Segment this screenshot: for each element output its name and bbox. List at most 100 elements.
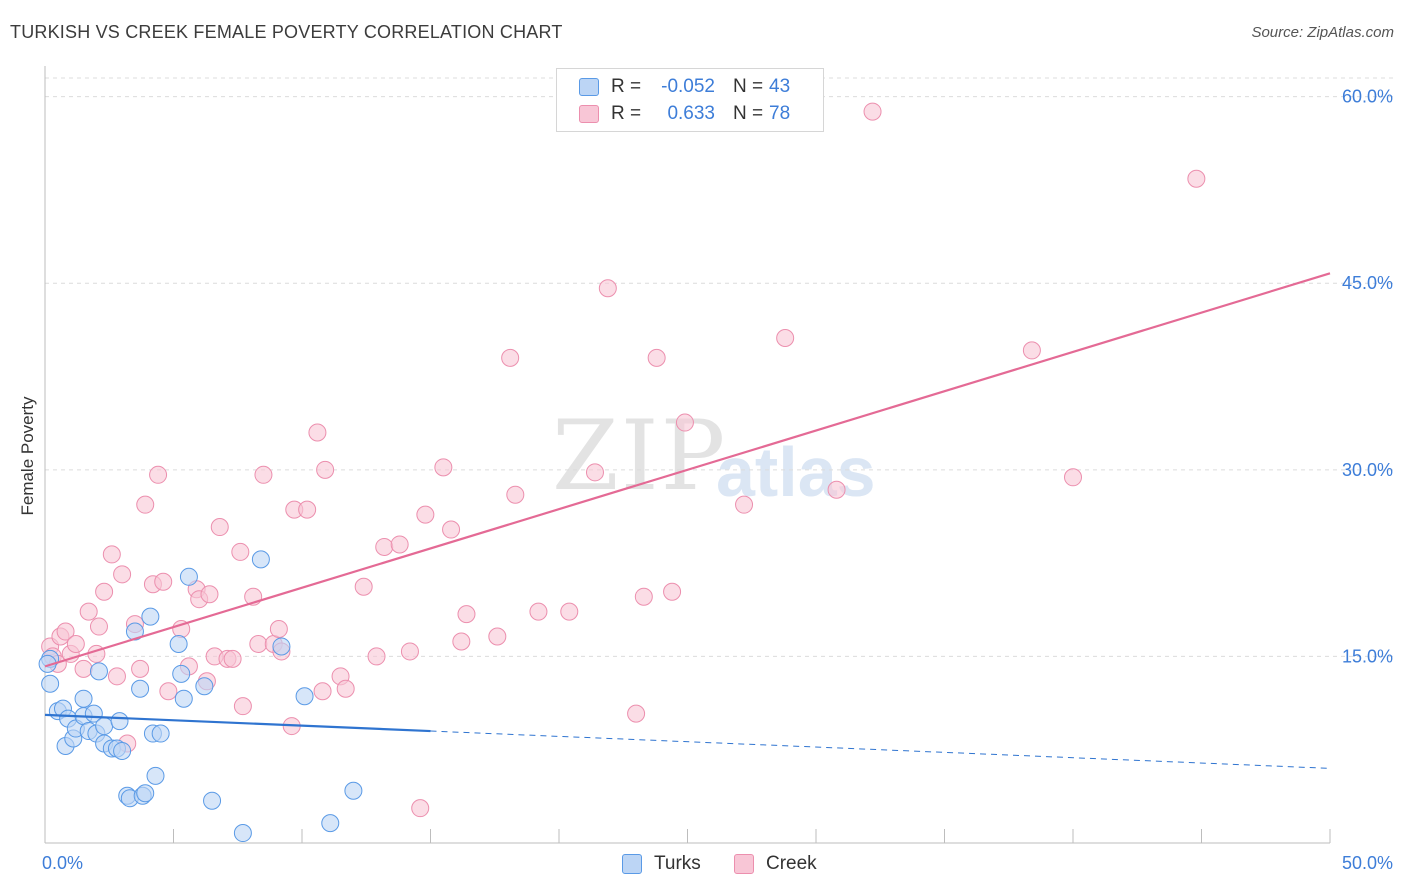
creek-point <box>627 704 646 723</box>
legend-r-value: -0.052 <box>661 76 715 97</box>
legend-r-label: R = <box>611 103 642 124</box>
creek-point <box>585 463 604 482</box>
turks-point <box>151 724 170 743</box>
correlation-legend: R = -0.052 N = 43 R = 0.633 N = 78 <box>556 68 824 132</box>
turks-point <box>89 662 108 681</box>
creek-point <box>1022 341 1041 360</box>
turks-point <box>174 689 193 708</box>
turks-point <box>251 550 270 569</box>
turks-point <box>41 674 60 693</box>
creek-point <box>735 495 754 514</box>
creek-point <box>102 545 121 564</box>
turks-point <box>95 717 114 736</box>
turks-point <box>295 687 314 706</box>
creek-point <box>560 602 579 621</box>
creek-point <box>501 348 520 367</box>
creek-point <box>210 518 229 537</box>
creek-point <box>663 582 682 601</box>
creek-point <box>107 667 126 686</box>
creek-point <box>442 520 461 539</box>
creek-point <box>269 620 288 639</box>
creek-point <box>390 535 409 554</box>
creek-point <box>647 348 666 367</box>
creek-point <box>74 659 93 678</box>
creek-point <box>598 279 617 298</box>
turks-point <box>344 781 363 800</box>
turks-point <box>172 664 191 683</box>
creek-point <box>1064 468 1082 487</box>
turks-trend-line <box>44 713 431 733</box>
creek-point <box>231 542 250 561</box>
legend-n-value: 43 <box>769 76 791 97</box>
creek-point <box>411 799 430 818</box>
creek-point <box>434 458 453 477</box>
creek-point <box>375 537 394 556</box>
creek-point <box>56 622 75 641</box>
creek-points <box>41 102 1206 818</box>
creek-point <box>367 647 386 666</box>
creek-point <box>113 565 132 584</box>
creek-point <box>1187 169 1206 188</box>
legend-r-label: R = <box>611 76 642 97</box>
creek-trend-line <box>44 272 1331 668</box>
turks-point <box>74 689 93 708</box>
watermark-zip: ZIP <box>552 400 728 512</box>
creek-point <box>200 585 219 604</box>
creek-point <box>776 328 795 347</box>
creek-point <box>254 465 273 484</box>
turks-point <box>113 741 132 760</box>
creek-legend-swatch <box>734 854 754 874</box>
creek-point <box>223 649 242 668</box>
creek-swatch <box>579 105 599 123</box>
creek-point <box>149 465 168 484</box>
turks-swatch <box>579 78 599 96</box>
turks-point <box>321 814 340 833</box>
turks-point <box>136 784 155 803</box>
y-tick-label: 45.0% <box>1342 273 1393 293</box>
creek-point <box>827 480 846 499</box>
legend-r-value: 0.633 <box>667 103 715 124</box>
creek-point <box>233 697 252 716</box>
creek-point <box>316 460 335 479</box>
creek-legend-label: Creek <box>766 853 817 874</box>
legend-n-value: 78 <box>769 103 791 124</box>
turks-point <box>125 622 144 641</box>
legend-row-creek: R = 0.633 N = 78 <box>579 101 790 127</box>
creek-point <box>313 682 332 701</box>
creek-point <box>452 632 471 651</box>
turks-trend-extension <box>430 730 1331 769</box>
legend-n-label: N = <box>733 103 764 124</box>
legend-n-label: N = <box>733 76 764 97</box>
turks-legend-swatch <box>622 854 642 874</box>
creek-point <box>416 505 435 524</box>
bottom-legend-creek: Creek <box>734 852 817 876</box>
turks-legend-label: Turks <box>654 853 701 874</box>
creek-point <box>506 485 525 504</box>
chart-title: TURKISH VS CREEK FEMALE POVERTY CORRELAT… <box>10 22 563 42</box>
turks-point <box>141 607 160 626</box>
turks-point <box>272 637 291 656</box>
creek-point <box>308 423 327 442</box>
creek-point <box>79 602 98 621</box>
turks-points <box>38 550 363 843</box>
creek-point <box>634 587 653 606</box>
creek-point <box>95 582 114 601</box>
creek-point <box>136 495 155 514</box>
creek-point <box>159 682 178 701</box>
turks-point <box>110 712 129 731</box>
turks-point <box>169 634 188 653</box>
turks-point <box>203 791 222 810</box>
y-tick-label: 60.0% <box>1342 87 1393 107</box>
creek-point <box>298 500 317 519</box>
y-tick-label: 30.0% <box>1342 460 1393 480</box>
turks-point <box>233 824 252 843</box>
creek-point <box>457 605 476 624</box>
creek-point <box>675 413 694 432</box>
source-label: Source: ZipAtlas.com <box>1251 24 1394 41</box>
x-tick-label-min: 0.0% <box>42 853 83 873</box>
creek-point <box>529 602 548 621</box>
creek-point <box>66 634 85 653</box>
y-tick-label: 15.0% <box>1342 646 1393 666</box>
turks-point <box>195 677 214 696</box>
